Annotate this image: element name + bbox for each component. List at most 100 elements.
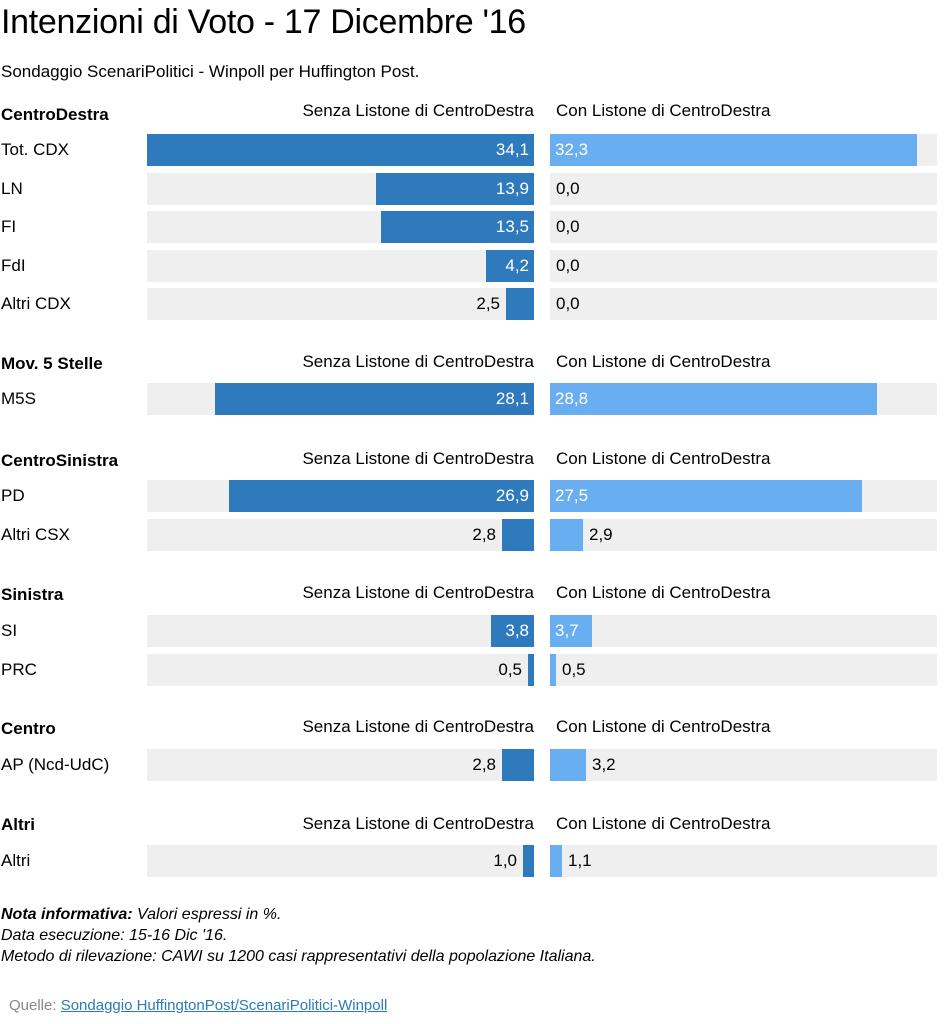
value-label-senza: 26,9 [495, 486, 529, 505]
series-header-con: Con Listone di CentroDestra [556, 352, 771, 371]
bar-senza [381, 211, 534, 244]
notes-text-1: Valori espressi in %. [137, 906, 282, 923]
notes-line-1: Nota informativa: Valori espressi in %. [1, 904, 596, 925]
source-line: Quelle: Sondaggio HuffingtonPost/Scenari… [9, 996, 387, 1016]
bar-senza [215, 383, 534, 415]
track-senza [147, 288, 534, 321]
value-label-senza: 0,5 [498, 659, 522, 679]
row-label: LN [1, 178, 23, 198]
value-label-con: 3,2 [592, 755, 616, 774]
value-label-senza: 2,8 [472, 524, 496, 544]
notes-line-3: Metodo di rilevazione: CAWI su 1200 casi… [1, 948, 596, 965]
group-title: CentroDestra [1, 105, 109, 124]
value-label-senza: 34,1 [495, 140, 529, 159]
row-label: FdI [1, 255, 26, 275]
row-label: SI [1, 621, 18, 640]
value-label-senza: 2,5 [476, 294, 500, 314]
bar-senza [491, 615, 534, 647]
track-con [550, 845, 937, 877]
row-label: Altri [1, 851, 31, 870]
value-label-senza: 13,9 [495, 178, 529, 198]
series-header-senza: Senza Listone di CentroDestra [302, 352, 534, 371]
bar-senza [506, 288, 534, 321]
bar-senza [376, 172, 534, 205]
row-label: PRC [1, 659, 37, 679]
bar-con [550, 480, 862, 512]
group-title: CentroSinistra [1, 451, 119, 470]
chart-title: Intenzioni di Voto - 17 Dicembre '16 [1, 3, 526, 41]
notes: Nota informativa: Valori espressi in %. … [1, 904, 596, 967]
value-label-con: 27,5 [555, 486, 589, 505]
bar-senza [147, 134, 534, 166]
track-senza [147, 845, 534, 877]
row-label: Altri CSX [1, 524, 70, 544]
value-label-con: 28,8 [555, 389, 589, 408]
value-label-con: 0,0 [556, 294, 580, 314]
track-senza [147, 615, 534, 647]
value-label-con: 1,1 [568, 851, 592, 870]
value-label-senza: 2,8 [472, 755, 496, 774]
value-label-con: 32,3 [555, 140, 589, 159]
series-header-con: Con Listone di CentroDestra [556, 101, 771, 120]
track-con [550, 211, 937, 244]
track-con [550, 172, 937, 205]
bar-con [550, 134, 917, 166]
series-header-senza: Senza Listone di CentroDestra [302, 101, 534, 120]
group-title: Altri [1, 815, 35, 834]
bar-con [550, 615, 592, 647]
row-label: Altri CDX [1, 294, 71, 314]
value-label-con: 3,7 [555, 621, 579, 640]
bar-senza [523, 845, 534, 877]
row-label: FI [1, 217, 17, 237]
track-senza [147, 249, 534, 282]
value-label-senza: 4,2 [505, 255, 529, 275]
track-senza [147, 749, 534, 781]
group-title: Centro [1, 719, 56, 738]
row-label: PD [1, 486, 25, 505]
value-label-senza: 28,1 [495, 389, 529, 408]
bar-con [550, 383, 877, 415]
source-prefix: Quelle: [9, 997, 57, 1014]
track-con [550, 518, 937, 551]
series-header-senza: Senza Listone di CentroDestra [302, 814, 534, 833]
series-header-senza: Senza Listone di CentroDestra [302, 717, 534, 736]
chart-subtitle: Sondaggio ScenariPolitici - Winpoll per … [1, 62, 420, 81]
value-label-con: 0,5 [562, 659, 586, 679]
row-label: M5S [1, 389, 36, 408]
value-label-senza: 3,8 [505, 621, 529, 640]
bar-senza [229, 480, 534, 512]
track-senza [147, 653, 534, 686]
source-link[interactable]: Sondaggio HuffingtonPost/ScenariPolitici… [60, 997, 388, 1014]
value-label-con: 2,9 [589, 524, 613, 544]
track-con [550, 615, 937, 647]
series-header-con: Con Listone di CentroDestra [556, 583, 771, 602]
bar-senza [502, 518, 534, 551]
notes-line-2: Data esecuzione: 15-16 Dic '16. [1, 927, 228, 944]
value-label-senza: 13,5 [495, 217, 529, 237]
series-header-senza: Senza Listone di CentroDestra [302, 583, 534, 602]
group-title: Sinistra [1, 585, 64, 604]
series-header-con: Con Listone di CentroDestra [556, 449, 771, 468]
notes-label: Nota informativa: [1, 906, 133, 923]
bar-con [550, 653, 556, 686]
value-label-con: 0,0 [556, 178, 580, 198]
value-label-con: 0,0 [556, 255, 580, 275]
series-header-senza: Senza Listone di CentroDestra [302, 449, 534, 468]
series-header-con: Con Listone di CentroDestra [556, 814, 771, 833]
track-con [550, 749, 937, 781]
bar-con [550, 749, 586, 781]
series-header-con: Con Listone di CentroDestra [556, 717, 771, 736]
track-con [550, 288, 937, 321]
bar-senza [528, 653, 534, 686]
group-title: Mov. 5 Stelle [1, 354, 103, 373]
track-con [550, 249, 937, 282]
bar-senza [486, 249, 534, 282]
row-label: Tot. CDX [1, 140, 70, 159]
track-con [550, 653, 937, 686]
bar-con [550, 518, 583, 551]
value-label-con: 0,0 [556, 217, 580, 237]
bar-senza [502, 749, 534, 781]
value-label-senza: 1,0 [493, 851, 517, 870]
row-label: AP (Ncd-UdC) [1, 755, 110, 774]
